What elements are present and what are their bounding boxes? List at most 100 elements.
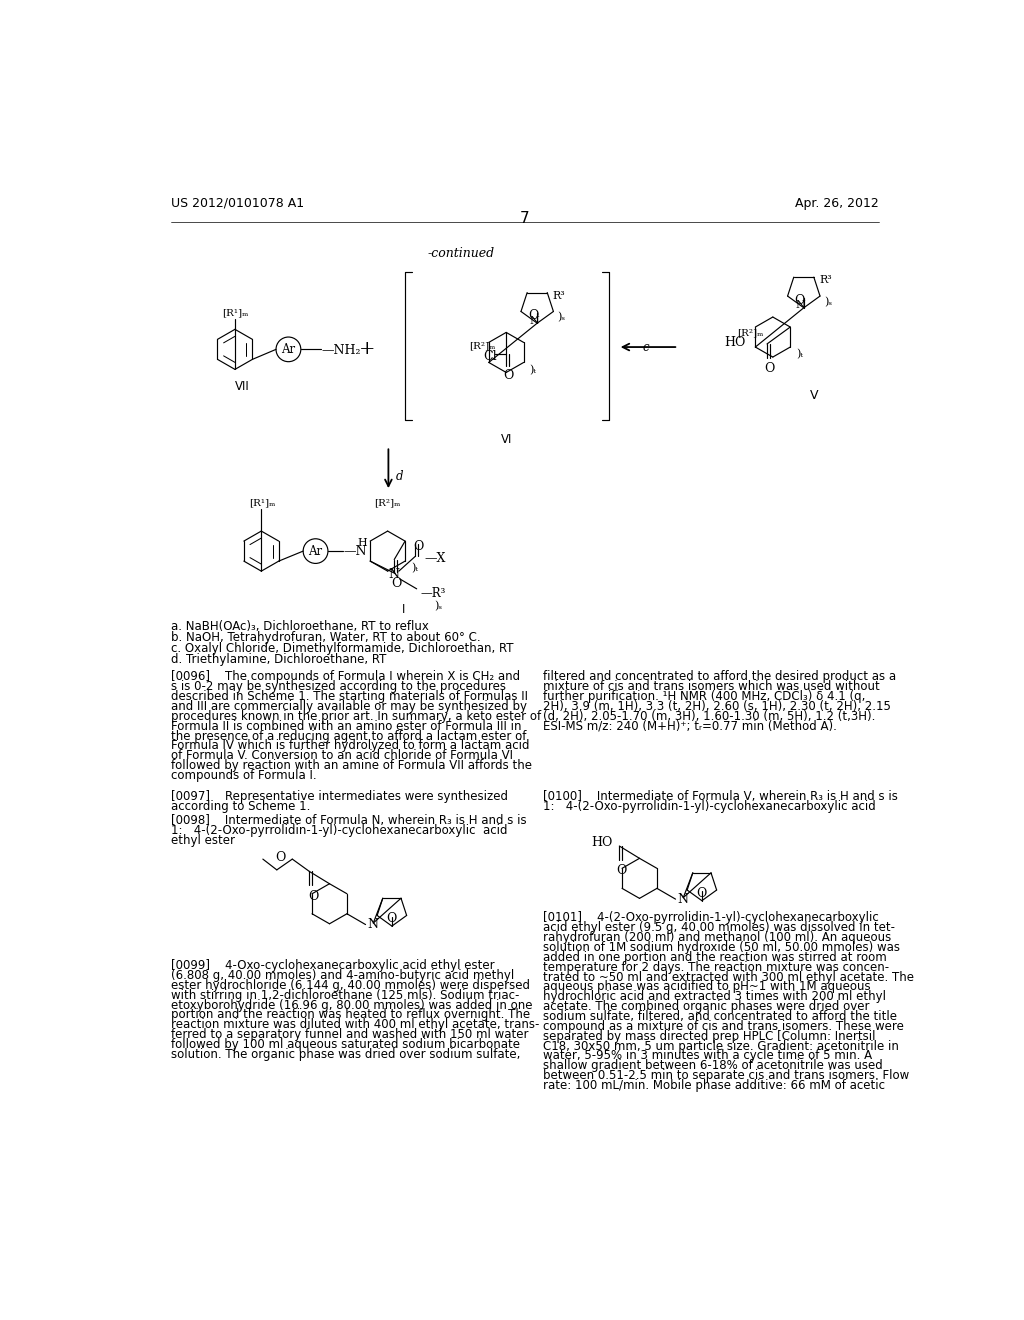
Text: procedures known in the prior art. In summary, a keto ester of: procedures known in the prior art. In su…	[171, 710, 541, 723]
Text: Formula II is combined with an amino ester of Formula III in: Formula II is combined with an amino est…	[171, 719, 521, 733]
Text: N: N	[677, 892, 688, 906]
Text: 2H), 3.9 (m, 1H), 3.3 (t, 2H), 2.60 (s, 1H), 2.30 (t, 2H), 2.15: 2H), 3.9 (m, 1H), 3.3 (t, 2H), 2.60 (s, …	[543, 700, 891, 713]
Text: Formula IV which is further hydrolyzed to form a lactam acid: Formula IV which is further hydrolyzed t…	[171, 739, 529, 752]
Text: followed by 100 ml aqueous saturated sodium bicarbonate: followed by 100 ml aqueous saturated sod…	[171, 1038, 519, 1051]
Text: 1:   4-(2-Oxo-pyrrolidin-1-yl)-cyclohexanecarboxylic  acid: 1: 4-(2-Oxo-pyrrolidin-1-yl)-cyclohexane…	[171, 824, 507, 837]
Text: N: N	[529, 315, 539, 326]
Text: sodium sulfate, filtered, and concentrated to afford the title: sodium sulfate, filtered, and concentrat…	[543, 1010, 897, 1023]
Text: )ₛ: )ₛ	[557, 313, 565, 322]
Text: —X: —X	[424, 552, 445, 565]
Text: etoxyborohydride (16.96 g, 80.00 mmoles) was added in one: etoxyborohydride (16.96 g, 80.00 mmoles)…	[171, 999, 532, 1011]
Text: ester hydrochloride (6.144 g, 40.00 mmoles) were dispersed: ester hydrochloride (6.144 g, 40.00 mmol…	[171, 979, 529, 991]
Text: followed by reaction with an amine of Formula VII affords the: followed by reaction with an amine of Fo…	[171, 759, 531, 772]
Text: )ₛ: )ₛ	[824, 297, 833, 308]
Text: Apr. 26, 2012: Apr. 26, 2012	[796, 197, 879, 210]
Text: acid ethyl ester (9.5 g, 40.00 mmoles) was dissolved in tet-: acid ethyl ester (9.5 g, 40.00 mmoles) w…	[543, 921, 895, 935]
Text: d: d	[395, 470, 402, 483]
Text: [R¹]ₘ: [R¹]ₘ	[222, 309, 249, 318]
Text: C18, 30x50 mm, 5 um particle size. Gradient: acetonitrile in: C18, 30x50 mm, 5 um particle size. Gradi…	[543, 1040, 898, 1052]
Text: ESI-MS m/z: 240 (M+H)⁺; tᵣ=0.77 min (Method A).: ESI-MS m/z: 240 (M+H)⁺; tᵣ=0.77 min (Met…	[543, 719, 837, 733]
Text: reaction mixture was diluted with 400 ml ethyl acetate, trans-: reaction mixture was diluted with 400 ml…	[171, 1018, 539, 1031]
Text: R³: R³	[553, 290, 565, 301]
Text: +: +	[358, 341, 375, 358]
Text: solution. The organic phase was dried over sodium sulfate,: solution. The organic phase was dried ov…	[171, 1048, 520, 1061]
Text: HO: HO	[724, 335, 745, 348]
Text: Ar: Ar	[282, 343, 296, 356]
Text: [R²]ₘ: [R²]ₘ	[737, 327, 764, 337]
Text: according to Scheme 1.: according to Scheme 1.	[171, 800, 310, 813]
Text: Cl: Cl	[483, 350, 497, 363]
Text: [0097]    Representative intermediates were synthesized: [0097] Representative intermediates were…	[171, 789, 508, 803]
Text: ferred to a separatory funnel and washed with 150 ml water: ferred to a separatory funnel and washed…	[171, 1028, 528, 1041]
Text: [0099]    4-Oxo-cyclohexanecarboxylic acid ethyl ester: [0099] 4-Oxo-cyclohexanecarboxylic acid …	[171, 960, 495, 973]
Text: aqueous phase was acidified to pH~1 with 1M aqueous: aqueous phase was acidified to pH~1 with…	[543, 981, 870, 994]
Text: O: O	[414, 540, 424, 553]
Text: O: O	[391, 577, 401, 590]
Text: water, 5-95% in 3 minutes with a cycle time of 5 min. A: water, 5-95% in 3 minutes with a cycle t…	[543, 1049, 871, 1063]
Text: filtered and concentrated to afford the desired product as a: filtered and concentrated to afford the …	[543, 671, 896, 684]
Text: b. NaOH, Tetrahydrofuran, Water, RT to about 60° C.: b. NaOH, Tetrahydrofuran, Water, RT to a…	[171, 631, 480, 644]
Text: acetate. The combined organic phases were dried over: acetate. The combined organic phases wer…	[543, 1001, 869, 1014]
Text: [0096]    The compounds of Formula I wherein X is CH₂ and: [0096] The compounds of Formula I wherei…	[171, 671, 520, 684]
Text: d. Triethylamine, Dichloroethane, RT: d. Triethylamine, Dichloroethane, RT	[171, 653, 386, 665]
Text: trated to ~50 ml and extracted with 300 ml ethyl acetate. The: trated to ~50 ml and extracted with 300 …	[543, 970, 913, 983]
Text: described in Scheme 1. The starting materials of Formulas II: described in Scheme 1. The starting mate…	[171, 690, 527, 704]
Text: Ar: Ar	[308, 545, 323, 557]
Text: O: O	[387, 912, 397, 925]
Text: c: c	[642, 341, 649, 354]
Text: with stirring in 1,2-dichloroethane (125 mls). Sodium triac-: with stirring in 1,2-dichloroethane (125…	[171, 989, 519, 1002]
Text: [0101]    4-(2-Oxo-pyrrolidin-1-yl)-cyclohexanecarboxylic: [0101] 4-(2-Oxo-pyrrolidin-1-yl)-cyclohe…	[543, 911, 879, 924]
Text: between 0.51-2.5 min to separate cis and trans isomers. Flow: between 0.51-2.5 min to separate cis and…	[543, 1069, 909, 1082]
Text: 7: 7	[520, 211, 529, 226]
Text: O: O	[503, 370, 513, 383]
Text: rahydrofuran (200 ml) and methanol (100 ml). An aqueous: rahydrofuran (200 ml) and methanol (100 …	[543, 931, 891, 944]
Text: )ₜ: )ₜ	[529, 364, 537, 375]
Text: [0098]    Intermediate of Formula N, wherein R₃ is H and s is: [0098] Intermediate of Formula N, wherei…	[171, 814, 526, 828]
Text: s is 0-2 may be synthesized according to the procedures: s is 0-2 may be synthesized according to…	[171, 680, 506, 693]
Text: (6.808 g, 40.00 mmoles) and 4-amino-butyric acid methyl: (6.808 g, 40.00 mmoles) and 4-amino-buty…	[171, 969, 514, 982]
Text: temperature for 2 days. The reaction mixture was concen-: temperature for 2 days. The reaction mix…	[543, 961, 889, 974]
Text: ethyl ester: ethyl ester	[171, 834, 234, 847]
Text: solution of 1M sodium hydroxide (50 ml, 50.00 mmoles) was: solution of 1M sodium hydroxide (50 ml, …	[543, 941, 900, 954]
Text: O: O	[616, 865, 627, 878]
Text: O: O	[308, 890, 318, 903]
Text: further purification. ¹H NMR (400 MHz, CDCl₃) δ 4.1 (q,: further purification. ¹H NMR (400 MHz, C…	[543, 690, 865, 704]
Text: US 2012/0101078 A1: US 2012/0101078 A1	[171, 197, 304, 210]
Text: H: H	[357, 539, 368, 548]
Text: 1:   4-(2-Oxo-pyrrolidin-1-yl)-cyclohexanecarboxylic acid: 1: 4-(2-Oxo-pyrrolidin-1-yl)-cyclohexane…	[543, 800, 876, 813]
Text: [R¹]ₘ: [R¹]ₘ	[249, 499, 275, 508]
Text: O: O	[528, 309, 539, 322]
Text: VI: VI	[501, 433, 512, 446]
Text: I: I	[401, 603, 404, 616]
Text: portion and the reaction was heated to reflux overnight. The: portion and the reaction was heated to r…	[171, 1008, 529, 1022]
Text: c. Oxalyl Chloride, Dimethylformamide, Dichloroethan, RT: c. Oxalyl Chloride, Dimethylformamide, D…	[171, 642, 513, 655]
Text: —R³: —R³	[421, 587, 445, 601]
Text: O: O	[275, 851, 286, 865]
Text: O: O	[795, 294, 805, 308]
Text: separated by mass directed prep HPLC [Column: Inertsil: separated by mass directed prep HPLC [Co…	[543, 1030, 876, 1043]
Text: compound as a mixture of cis and trans isomers. These were: compound as a mixture of cis and trans i…	[543, 1020, 903, 1032]
Text: N: N	[388, 569, 399, 582]
Text: a. NaBH(OAc)₃, Dichloroethane, RT to reflux: a. NaBH(OAc)₃, Dichloroethane, RT to ref…	[171, 620, 428, 634]
Text: V: V	[810, 389, 818, 403]
Text: added in one portion and the reaction was stirred at room: added in one portion and the reaction wa…	[543, 950, 887, 964]
Text: R³: R³	[819, 276, 833, 285]
Text: -continued: -continued	[428, 247, 495, 260]
Text: compounds of Formula I.: compounds of Formula I.	[171, 770, 316, 781]
Text: HO: HO	[592, 837, 613, 850]
Text: )ₜ: )ₜ	[411, 564, 418, 574]
Text: —NH₂: —NH₂	[321, 343, 360, 356]
Text: [0100]    Intermediate of Formula V, wherein R₃ is H and s is: [0100] Intermediate of Formula V, wherei…	[543, 789, 897, 803]
Text: O: O	[696, 887, 708, 900]
Text: and III are commercially available or may be synthesized by: and III are commercially available or ma…	[171, 700, 526, 713]
Text: [R²]ₘ: [R²]ₘ	[374, 499, 400, 508]
Text: rate: 100 mL/min. Mobile phase additive: 66 mM of acetic: rate: 100 mL/min. Mobile phase additive:…	[543, 1078, 885, 1092]
Text: N: N	[367, 917, 378, 931]
Text: mixture of cis and trans isomers which was used without: mixture of cis and trans isomers which w…	[543, 680, 880, 693]
Text: of Formula V. Conversion to an acid chloride of Formula VI: of Formula V. Conversion to an acid chlo…	[171, 750, 513, 762]
Text: hydrochloric acid and extracted 3 times with 200 ml ethyl: hydrochloric acid and extracted 3 times …	[543, 990, 886, 1003]
Text: O: O	[764, 362, 774, 375]
Text: shallow gradient between 6-18% of acetonitrile was used: shallow gradient between 6-18% of aceton…	[543, 1059, 883, 1072]
Text: [R²]ₘ: [R²]ₘ	[469, 342, 496, 351]
Text: )ₛ: )ₛ	[434, 601, 441, 611]
